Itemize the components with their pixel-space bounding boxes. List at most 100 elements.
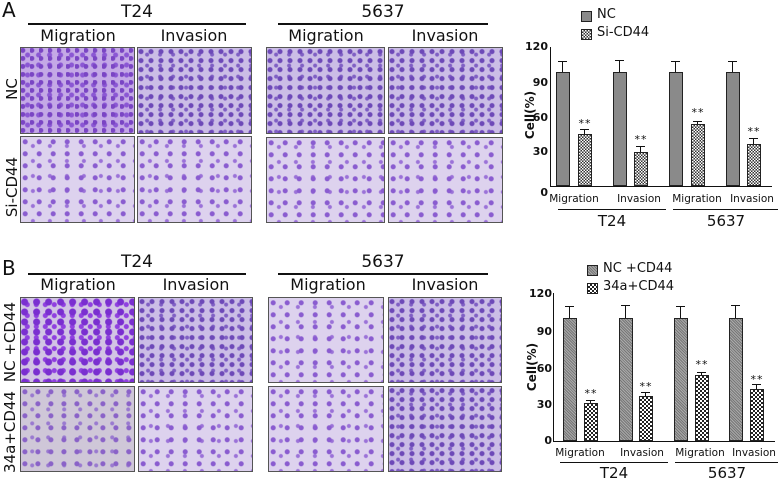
- group-title-5637: 5637: [361, 2, 405, 22]
- bar-si-cd44-t24-invasion: [634, 152, 648, 186]
- bar-nc-cd44-5637-migration: [674, 318, 688, 441]
- micrograph-t24-migration-si-cd44: [20, 136, 135, 223]
- micrograph-t24-migration-34a-cd44: [20, 386, 135, 472]
- legend-swatch-si-cd44: [581, 29, 592, 40]
- error-cap: [731, 305, 740, 307]
- error-bar: [619, 60, 621, 73]
- error-bar: [675, 61, 677, 73]
- condition-label: Migration: [40, 26, 116, 45]
- group-title-t24: T24: [120, 252, 154, 272]
- micrograph-t24-invasion-nc-cd44: [138, 297, 253, 383]
- legend-label: 34a+CD44: [603, 279, 675, 294]
- error-cap: [565, 306, 574, 308]
- error-bar: [735, 305, 737, 319]
- bar-nc-5637-invasion: [726, 72, 740, 186]
- micrograph-5637-migration-34a-cd44: [268, 386, 384, 472]
- y-axis: [550, 47, 552, 187]
- error-bar: [625, 305, 627, 319]
- x-category-label: Invasion: [617, 193, 661, 205]
- group-rule: [558, 209, 666, 211]
- bar-si-cd44-t24-migration: [578, 134, 592, 186]
- y-tick: 0: [540, 186, 548, 199]
- legend-label: NC: [597, 7, 616, 22]
- x-axis: [553, 441, 775, 443]
- error-bar: [562, 61, 564, 73]
- y-tick: 90: [536, 325, 552, 338]
- error-bar: [701, 372, 703, 376]
- row-label-34a-cd44: 34a+CD44: [1, 391, 19, 473]
- legend-swatch-34a-cd44: [587, 283, 598, 294]
- legend-label: Si-CD44: [597, 25, 650, 40]
- micrograph-5637-migration-nc-cd44: [268, 297, 384, 383]
- significance-marker: **: [634, 133, 648, 146]
- legend-label: NC +CD44: [603, 261, 673, 276]
- x-group-label: T24: [597, 212, 627, 230]
- bar-nc-cd44-5637-invasion: [729, 318, 743, 441]
- error-cap: [586, 400, 595, 402]
- x-category-label: Migration: [549, 193, 599, 205]
- y-tick: 60: [532, 111, 548, 124]
- bar-nc-5637-migration: [669, 72, 683, 186]
- condition-label: Invasion: [411, 275, 479, 294]
- bar-34a-cd44-5637-invasion: [750, 389, 764, 441]
- micrograph-5637-invasion-nc-cd44: [388, 297, 502, 383]
- y-axis: [553, 293, 555, 442]
- error-bar: [569, 306, 571, 319]
- x-category-label: Migration: [675, 447, 725, 459]
- error-cap: [752, 384, 761, 386]
- group-rule: [28, 23, 246, 25]
- error-bar: [645, 392, 647, 397]
- error-cap: [693, 121, 702, 123]
- error-bar: [590, 400, 592, 404]
- y-tick: 30: [532, 145, 548, 158]
- group-rule: [675, 462, 778, 464]
- error-bar: [756, 384, 758, 390]
- y-tick: 30: [536, 398, 552, 411]
- micrograph-5637-migration-nc: [266, 47, 385, 134]
- x-category-label: Invasion: [732, 447, 776, 459]
- group-title-t24: T24: [120, 2, 154, 22]
- x-category-label: Migration: [555, 447, 605, 459]
- bar-nc-cd44-t24-migration: [563, 318, 577, 441]
- error-cap: [697, 372, 706, 374]
- significance-marker: **: [747, 125, 761, 138]
- legend-swatch-nc: [581, 11, 592, 22]
- x-category-label: Migration: [672, 193, 722, 205]
- micrograph-t24-migration-nc-cd44: [20, 297, 135, 383]
- significance-marker: **: [695, 358, 709, 371]
- group-rule: [278, 273, 488, 275]
- error-cap: [671, 61, 680, 63]
- micrograph-t24-invasion-nc: [137, 47, 252, 134]
- error-cap: [615, 60, 624, 62]
- legend-swatch-nc-cd44: [587, 265, 598, 276]
- error-cap: [580, 129, 589, 131]
- micrograph-5637-invasion-34a-cd44: [388, 386, 502, 472]
- bar-34a-cd44-t24-migration: [584, 403, 598, 441]
- significance-marker: **: [584, 387, 598, 400]
- significance-marker: **: [750, 373, 764, 386]
- x-category-label: Invasion: [730, 193, 774, 205]
- condition-label: Migration: [290, 275, 366, 294]
- error-cap: [558, 61, 567, 63]
- x-group-label: 5637: [706, 212, 746, 230]
- bar-34a-cd44-5637-migration: [695, 375, 709, 441]
- error-bar: [640, 146, 642, 153]
- significance-marker: **: [639, 380, 653, 393]
- y-tick: 0: [544, 434, 552, 447]
- x-group-label: T24: [599, 464, 629, 482]
- condition-label: Invasion: [162, 275, 230, 294]
- panel-letter-a: A: [2, 0, 16, 22]
- y-tick: 120: [525, 40, 548, 53]
- micrograph-5637-invasion-nc: [388, 47, 503, 134]
- group-rule: [28, 273, 246, 275]
- bar-nc-cd44-t24-invasion: [619, 318, 633, 441]
- panel-letter-b: B: [2, 256, 16, 280]
- micrograph-t24-invasion-si-cd44: [137, 136, 252, 223]
- micrograph-5637-invasion-si-cd44: [388, 137, 503, 223]
- error-bar: [680, 306, 682, 319]
- y-tick: 120: [529, 287, 552, 300]
- bar-34a-cd44-t24-invasion: [639, 396, 653, 441]
- error-bar: [584, 129, 586, 135]
- y-tick: 60: [536, 362, 552, 375]
- micrograph-t24-migration-nc: [20, 47, 135, 134]
